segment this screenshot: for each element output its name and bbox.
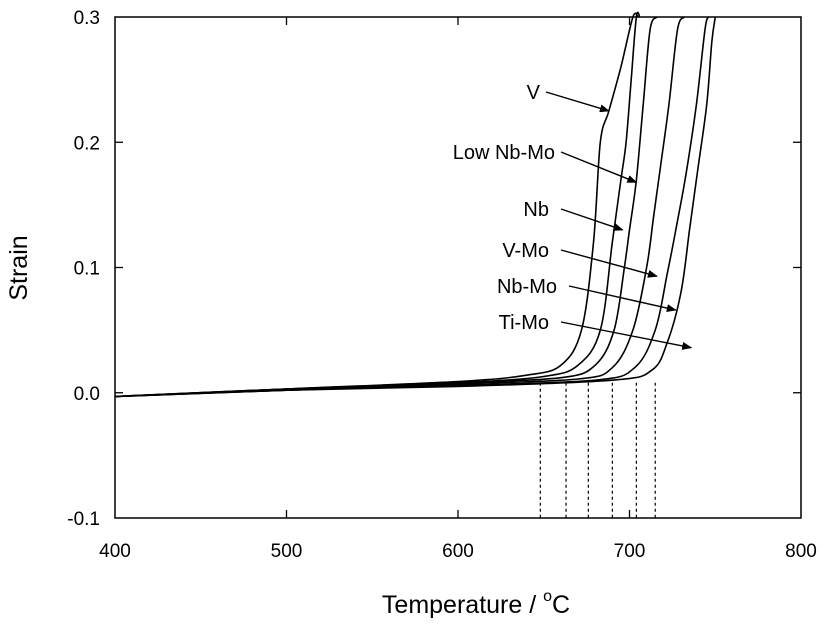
- x-axis-unit: C: [552, 591, 570, 619]
- series-line-v: [114, 12, 639, 398]
- series-line-ti-mo: [114, 16, 717, 398]
- y-tick-label: 0.2: [74, 133, 100, 154]
- x-axis-unit-superscript: o: [543, 588, 552, 605]
- annotation-arrow-v: [545, 91, 610, 113]
- series-label-low-nb-mo: Low Nb-Mo: [453, 142, 555, 164]
- series-labels: V Low Nb-Mo Nb V-Mo Nb-Mo Ti-Mo: [453, 82, 557, 334]
- series-line-v-mo: [114, 16, 686, 398]
- y-tick-label: 0.0: [74, 384, 100, 405]
- transition-drop-lines: [539, 382, 656, 518]
- x-tick-label: 500: [271, 541, 303, 562]
- annotation-arrow-ti-mo: [560, 321, 693, 350]
- x-tick-label: 400: [99, 541, 131, 562]
- annotation-arrows: [545, 91, 693, 350]
- y-tick-label: 0.1: [74, 259, 100, 280]
- series-label-nb: Nb: [523, 199, 549, 221]
- annotation-arrow-nb: [560, 208, 624, 231]
- x-axis-title: Temperature / oC: [382, 588, 570, 619]
- annotation-arrow-v-mo: [560, 249, 658, 278]
- annotation-arrow-low-nb-mo: [560, 151, 638, 183]
- y-tick-label: 0.3: [74, 8, 100, 29]
- x-tick-label: 800: [785, 541, 817, 562]
- annotation-arrow-nb-mo: [568, 285, 677, 313]
- x-tick-label: 600: [442, 541, 474, 562]
- series-line-nb: [114, 16, 658, 398]
- series-label-v: V: [527, 82, 541, 104]
- y-axis-ticks: -0.1 0.0 0.1 0.2 0.3: [67, 8, 801, 530]
- series-line-low-nb-mo: [114, 11, 641, 398]
- x-axis-title-text: Temperature /: [382, 591, 543, 619]
- y-tick-label: -0.1: [67, 509, 100, 530]
- series-label-v-mo: V-Mo: [502, 240, 549, 262]
- x-tick-label: 700: [614, 541, 646, 562]
- series-label-nb-mo: Nb-Mo: [497, 276, 557, 298]
- series-label-ti-mo: Ti-Mo: [499, 312, 549, 334]
- strain-curves: [114, 11, 717, 398]
- y-axis-title: Strain: [5, 235, 33, 300]
- x-axis-ticks: 400 500 600 700 800: [99, 17, 817, 562]
